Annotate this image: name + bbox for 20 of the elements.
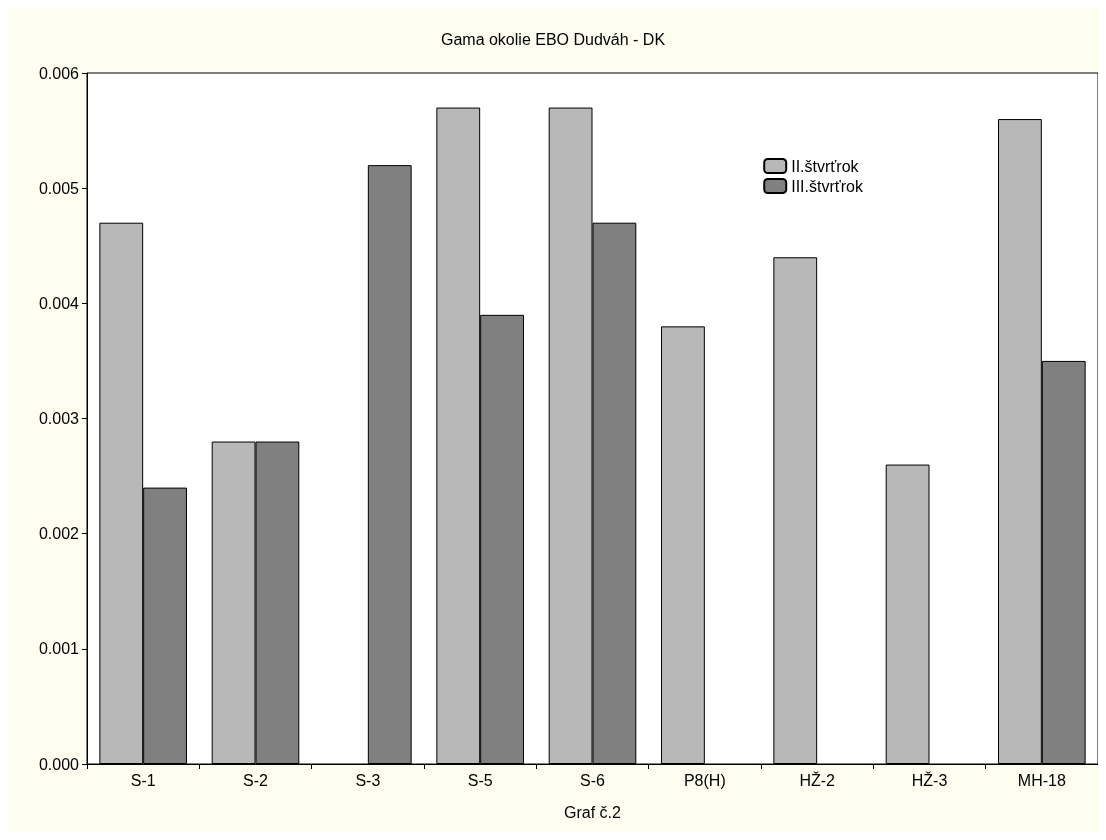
x-axis-title: Graf č.2: [564, 803, 622, 821]
x-tick-label: MH-18: [1017, 771, 1066, 789]
chart-title: Gama okolie EBO Dudváh - DK: [440, 30, 666, 48]
x-tick-label: S-2: [243, 771, 269, 789]
y-tick-label: 0.003: [38, 410, 80, 427]
legend-label: III.štvrťrok: [791, 177, 864, 195]
y-tick-label: 0.006: [38, 64, 80, 82]
y-tick-label: 0.001: [38, 640, 80, 658]
y-tick-label: 0.002: [38, 525, 80, 543]
y-tick-label: 0.000: [38, 755, 80, 773]
x-tick-label: HŽ-3: [911, 770, 948, 789]
x-tick-label: S-1: [130, 771, 156, 789]
x-tick-label: P8(H): [683, 771, 726, 789]
y-tick-label: 0.005: [38, 179, 80, 197]
y-tick-label: 0.004: [38, 294, 80, 312]
x-tick-label: HŽ-2: [799, 770, 836, 789]
x-tick-label: S-3: [355, 771, 381, 789]
x-tick-label: S-5: [467, 771, 493, 789]
legend-label: II.štvrťrok: [791, 157, 860, 175]
x-tick-label: S-6: [580, 771, 606, 789]
